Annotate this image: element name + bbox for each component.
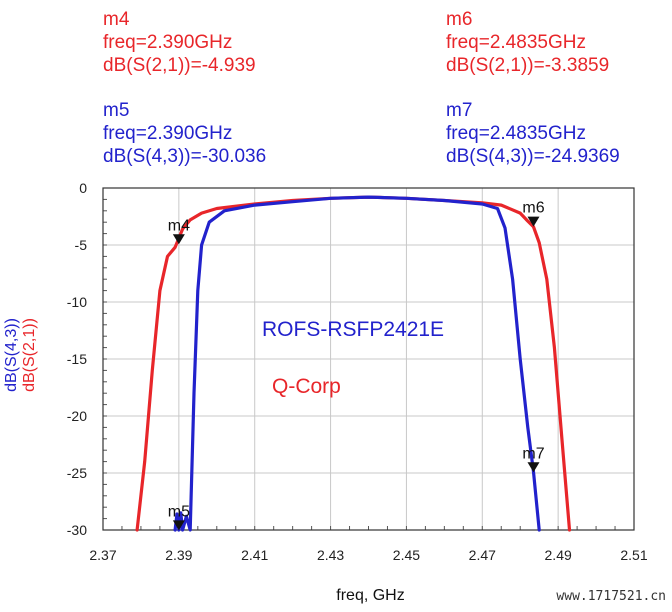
y-tick-label: -30: [67, 522, 87, 538]
marker-readout-m5: m5 freq=2.390GHz dB(S(4,3))=-30.036: [103, 99, 266, 168]
y-tick-label: -15: [67, 351, 87, 367]
marker-freq: freq=2.4835GHz: [446, 123, 586, 144]
x-tick-label: 2.49: [545, 547, 572, 563]
x-axis-label: freq, GHz: [336, 587, 404, 604]
marker-value: dB(S(4,3))=-30.036: [103, 146, 267, 167]
y-tick-label: 0: [79, 180, 87, 196]
company-annotation: Q-Corp: [272, 375, 341, 398]
watermark: www.1717521.cn: [556, 589, 666, 604]
marker-readout-m4: m4 freq=2.390GHz dB(S(2,1))=-4.939: [103, 8, 256, 77]
marker-m5-icon: [172, 520, 185, 531]
marker-m6-label: m6: [522, 200, 544, 217]
x-tick-label: 2.45: [393, 547, 420, 563]
x-tick-label: 2.47: [469, 547, 496, 563]
marker-m7-label: m7: [522, 445, 544, 462]
x-tick-label: 2.37: [89, 547, 116, 563]
marker-m4-icon: [172, 234, 185, 245]
plot-frame: [102, 187, 635, 531]
x-tick-label: 2.51: [620, 547, 647, 563]
marker-m4-label: m4: [168, 217, 190, 234]
marker-freq: freq=2.4835GHz: [446, 32, 586, 53]
y-axis-label: dB(S(2,1)): [21, 318, 38, 392]
x-tick-label: 2.43: [317, 547, 344, 563]
marker-freq: freq=2.390GHz: [103, 123, 233, 144]
x-tick-label: 2.39: [165, 547, 192, 563]
marker-m5-label: m5: [168, 503, 190, 520]
marker-value: dB(S(2,1))=-4.939: [103, 55, 256, 76]
marker-name: m7: [446, 100, 473, 121]
series-line-dbs43: [173, 195, 541, 532]
marker-m6-icon: [527, 216, 540, 227]
y-tick-label: -10: [67, 294, 87, 310]
marker-freq: freq=2.390GHz: [103, 32, 233, 53]
marker-value: dB(S(2,1))=-3.3859: [446, 55, 610, 76]
marker-name: m5: [103, 100, 130, 121]
marker-name: m4: [103, 9, 130, 30]
marker-m7-icon: [527, 462, 540, 473]
marker-value: dB(S(4,3))=-24.9369: [446, 146, 620, 167]
y-tick-label: -25: [67, 465, 87, 481]
y-tick-label: -20: [67, 408, 87, 424]
marker-name: m6: [446, 9, 473, 30]
marker-readout-m7: m7 freq=2.4835GHz dB(S(4,3))=-24.9369: [446, 99, 620, 168]
part-number-annotation: ROFS-RSFP2421E: [262, 318, 444, 341]
x-tick-label: 2.41: [241, 547, 268, 563]
y-tick-label: -5: [75, 237, 88, 253]
y-axis-label: dB(S(4,3)): [3, 318, 20, 392]
marker-readout-m6: m6 freq=2.4835GHz dB(S(2,1))=-3.3859: [446, 8, 609, 77]
